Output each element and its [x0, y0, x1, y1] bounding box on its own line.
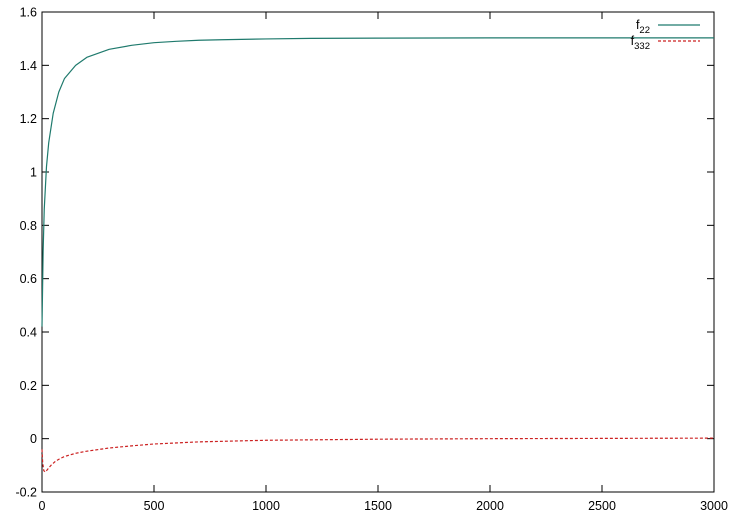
y-tick-label: 1.6	[20, 6, 37, 20]
legend-label: f22	[636, 18, 650, 36]
plot-area-frame	[41, 11, 715, 493]
axis-ticks: 0 500 1000 1500 2000 2500 3000-0.200.20.40.60.…	[15, 6, 727, 514]
x-tick-label: 0	[39, 499, 46, 513]
x-tick-label: 2000	[476, 499, 504, 513]
y-tick-label: 0.8	[20, 219, 37, 233]
series-layer	[41, 37, 715, 473]
legend-label-name: f	[636, 18, 640, 32]
y-tick-label: 0.2	[20, 379, 37, 393]
legend-label-name: f	[631, 34, 635, 48]
legend-label: f332	[631, 34, 650, 52]
y-tick-label: 0.6	[20, 272, 37, 286]
legend-label-subscript: 22	[639, 25, 650, 36]
x-tick-label: 500	[144, 499, 165, 513]
x-tick-label: 3000	[700, 499, 728, 513]
series-line-f22	[41, 37, 714, 327]
legend-label-subscript: 332	[634, 41, 650, 52]
series-line-f332	[41, 437, 715, 473]
x-tick-label: 1000	[252, 499, 280, 513]
y-tick-label: 1.2	[20, 112, 37, 126]
y-tick-label: 1.4	[20, 59, 37, 73]
y-tick-label: 0	[30, 432, 37, 446]
y-tick-label: 0.4	[20, 326, 37, 340]
y-tick-label: 1	[30, 166, 37, 180]
y-tick-label: -0.2	[15, 486, 37, 500]
x-tick-label: 1500	[364, 499, 392, 513]
x-tick-label: 2500	[588, 499, 616, 513]
